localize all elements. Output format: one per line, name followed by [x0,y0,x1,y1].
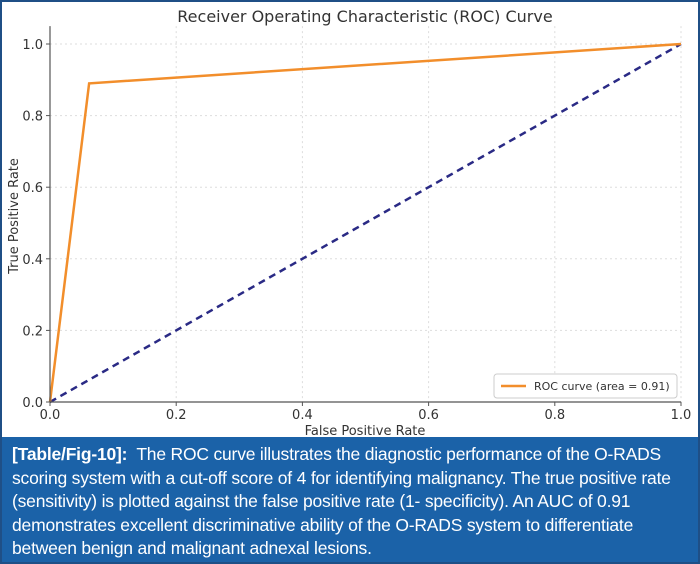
y-tick-label: 0.4 [22,253,43,268]
roc-chart: Receiver Operating Characteristic (ROC) … [7,7,692,437]
x-tick-label: 1.0 [671,408,692,423]
x-axis-label: False Positive Rate [305,424,426,437]
figure-caption: [Table/Fig-10]: The ROC curve illustrate… [2,437,698,562]
y-tick-label: 0.6 [22,181,43,196]
caption-label: [Table/Fig-10]: [12,444,128,464]
caption-text: The ROC curve illustrates the diagnostic… [12,444,671,558]
roc-curve-line [48,42,682,403]
chance-diagonal-line [49,42,682,404]
y-tick-label: 0.8 [22,110,43,125]
legend: ROC curve (area = 0.91) [493,373,678,399]
legend-label: ROC curve (area = 0.91) [534,380,670,393]
chart-title: Receiver Operating Characteristic (ROC) … [177,7,552,26]
x-tick-label: 0.4 [292,408,313,423]
y-tick-label: 1.0 [22,38,43,53]
x-tick-label: 0.0 [40,408,61,423]
x-tick-label: 0.2 [166,408,187,423]
y-axis-label: True Positive Rate [7,158,22,275]
x-tick-label: 0.6 [418,408,439,423]
x-tick-label: 0.8 [544,408,565,423]
y-tick-label: 0.2 [22,324,43,339]
y-tick-label: 0.0 [22,396,43,411]
